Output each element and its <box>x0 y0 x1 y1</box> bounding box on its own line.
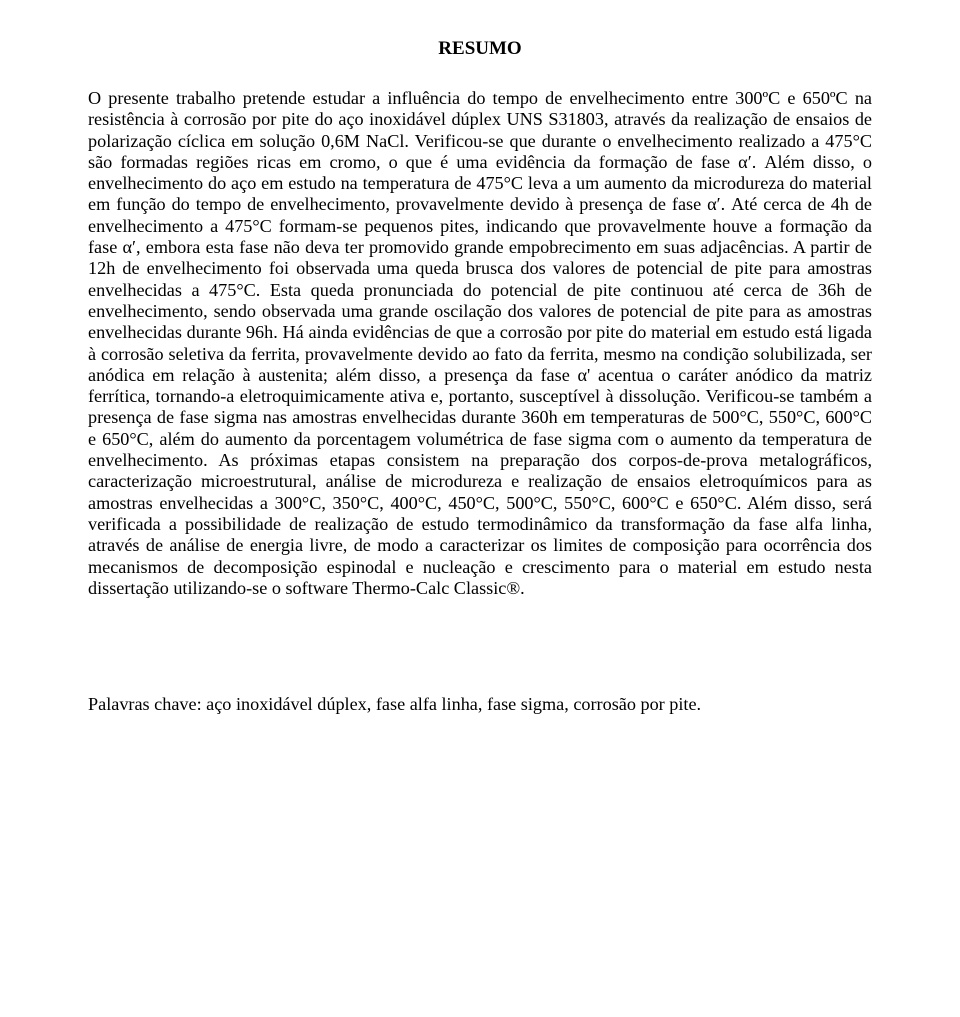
abstract-body: O presente trabalho pretende estudar a i… <box>88 88 872 599</box>
keywords-line: Palavras chave: aço inoxidável dúplex, f… <box>88 694 872 715</box>
document-title: RESUMO <box>88 38 872 60</box>
